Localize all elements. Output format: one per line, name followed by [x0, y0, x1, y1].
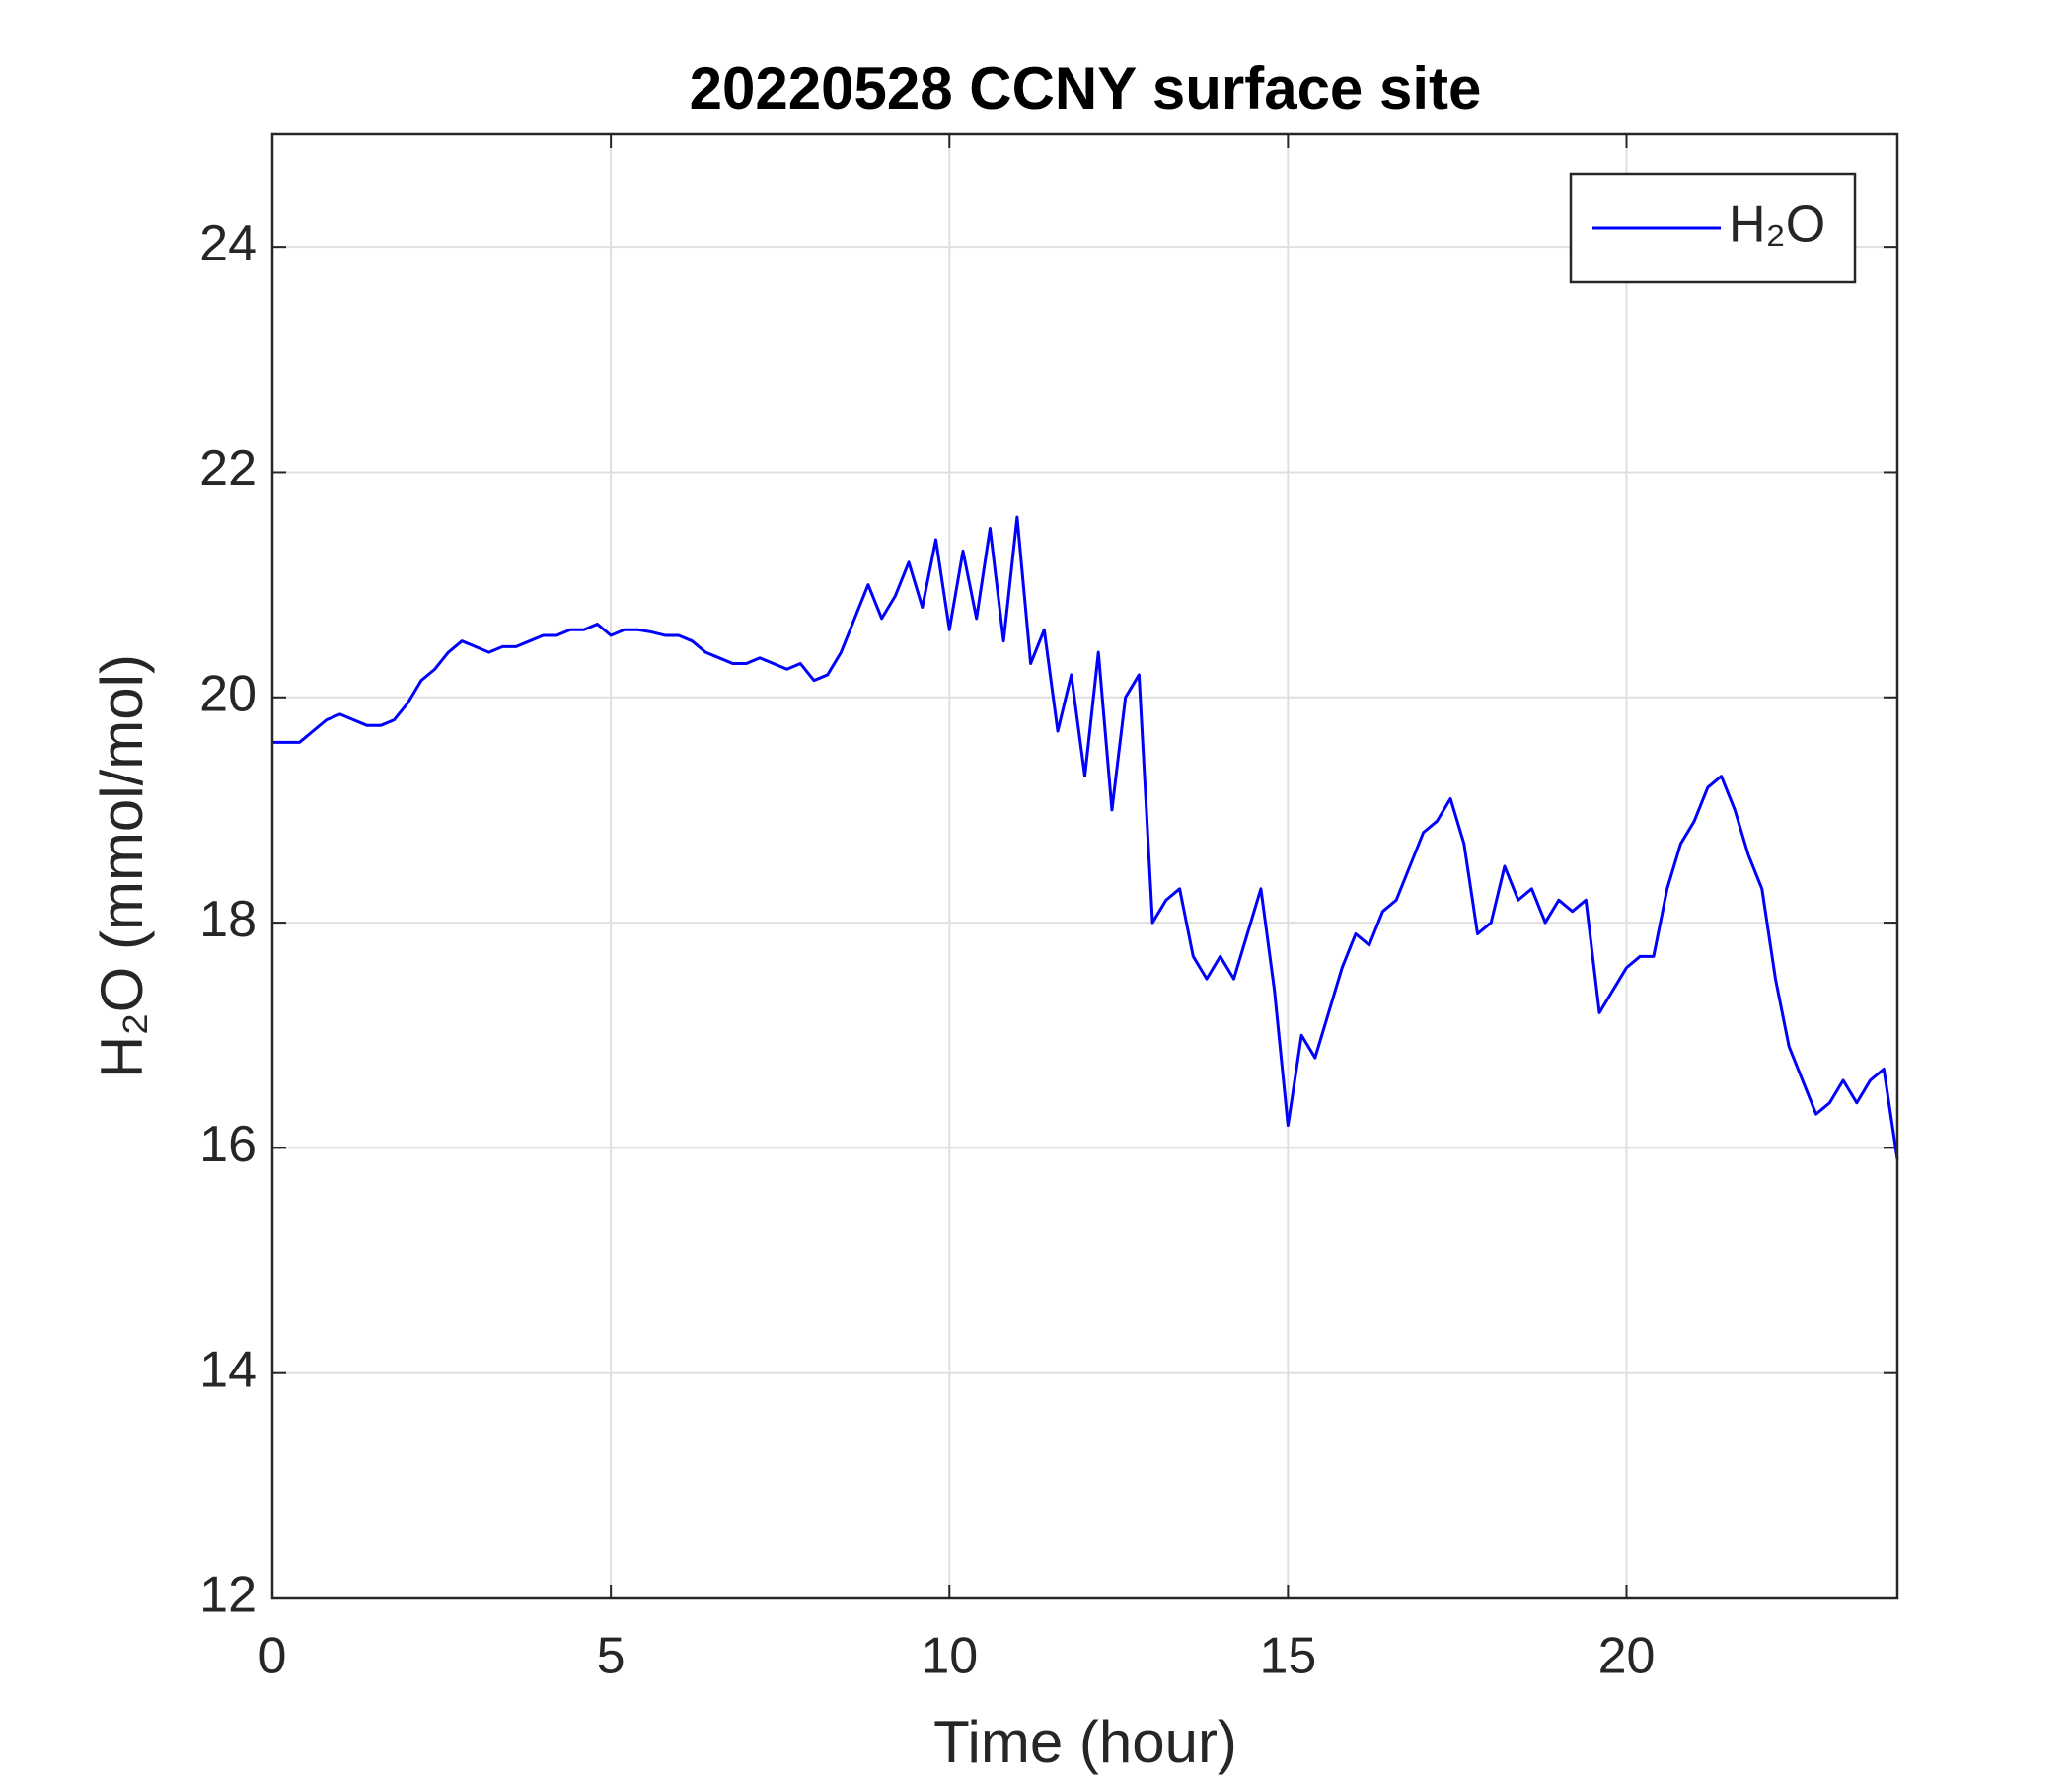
x-axis-label: Time (hour) [933, 1709, 1237, 1775]
y-axis-label: H₂O (mmol/mol) [89, 654, 155, 1078]
x-tick-label: 0 [259, 1628, 287, 1685]
plot-area [272, 134, 1897, 1598]
x-tick-label: 10 [921, 1628, 978, 1685]
chart-title: 20220528 CCNY surface site [690, 55, 1482, 121]
axes-box [270, 132, 1899, 1600]
data-line [272, 515, 1899, 1160]
y-tick-label: 18 [199, 891, 257, 948]
y-tick-label: 16 [199, 1116, 257, 1173]
legend-label: H₂O [1729, 196, 1825, 254]
x-tick-label: 5 [597, 1628, 626, 1685]
y-tick-label: 20 [199, 666, 257, 723]
y-tick-label: 12 [199, 1567, 257, 1624]
x-tick-label: 20 [1598, 1628, 1656, 1685]
y-tick-label: 22 [199, 440, 257, 497]
y-tick-label: 14 [199, 1341, 257, 1398]
y-tick-label: 24 [199, 215, 257, 272]
x-tick-label: 15 [1259, 1628, 1316, 1685]
